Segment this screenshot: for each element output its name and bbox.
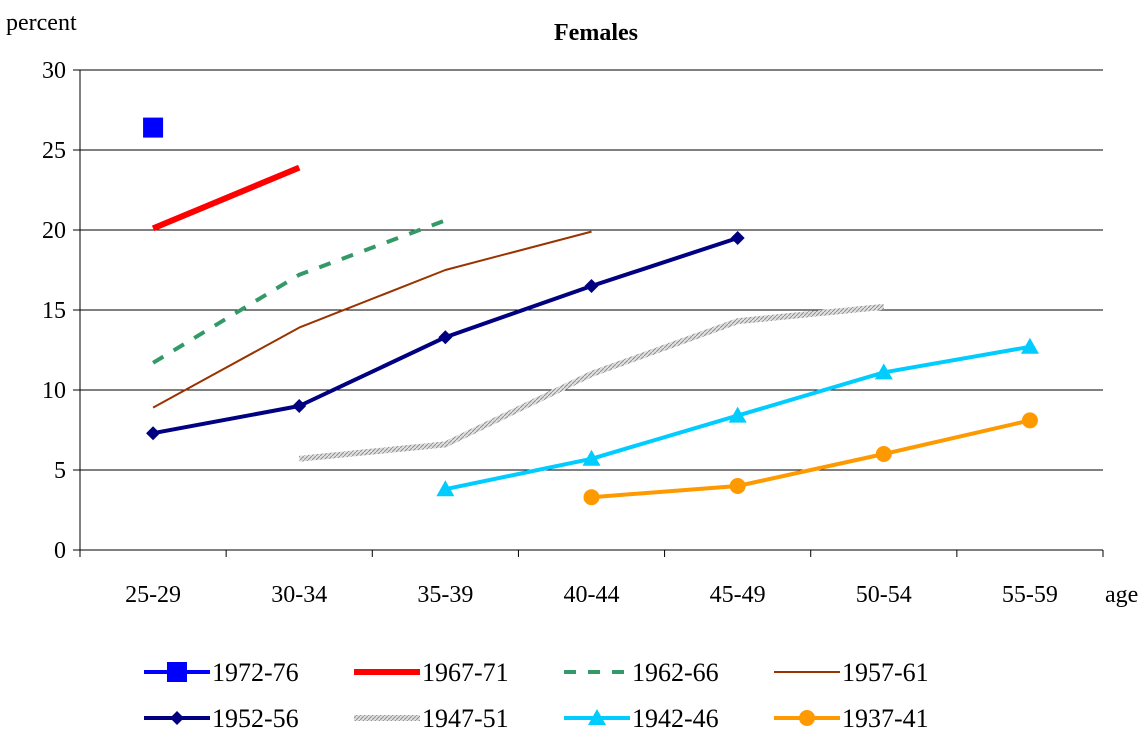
series-line bbox=[152, 218, 447, 365]
legend-label: 1957-61 bbox=[842, 658, 929, 687]
legend-label: 1937-41 bbox=[842, 704, 929, 733]
series-line bbox=[298, 303, 885, 462]
chart-title: Females bbox=[554, 20, 638, 46]
legend-entry: 1972-76 bbox=[144, 658, 299, 687]
legend-marker bbox=[799, 710, 815, 726]
legend-entry: 1952-56 bbox=[144, 704, 299, 733]
y-tick-label: 25 bbox=[42, 138, 66, 164]
legend-marker bbox=[170, 711, 184, 725]
legend-label: 1972-76 bbox=[212, 658, 299, 687]
series-line bbox=[591, 418, 1031, 500]
series-1937-41 bbox=[583, 412, 1038, 506]
legend-entry: 1937-41 bbox=[774, 704, 929, 733]
series-line bbox=[151, 164, 301, 232]
legend-entry: 1962-66 bbox=[564, 658, 719, 687]
y-tick-label: 30 bbox=[42, 58, 66, 84]
y-tick-label: 20 bbox=[42, 218, 66, 244]
data-point bbox=[1020, 337, 1039, 354]
gridlines bbox=[80, 69, 1103, 471]
series-1967-71 bbox=[151, 164, 301, 232]
x-tick-label: 40-44 bbox=[564, 582, 620, 608]
legend-entry: 1967-71 bbox=[354, 658, 509, 687]
legend: 1972-76 1967-71 1962-66 1957-61 1952-56 1947-… bbox=[144, 658, 929, 733]
y-tick-labels: 0 5 10 15 20 25 30 bbox=[42, 58, 66, 564]
data-point bbox=[729, 478, 746, 494]
x-tick-label: 25-29 bbox=[125, 582, 181, 608]
x-tick-label: 50-54 bbox=[856, 582, 912, 608]
y-tick-label: 10 bbox=[42, 378, 66, 404]
x-tick-label: 35-39 bbox=[417, 582, 473, 608]
data-point bbox=[584, 279, 599, 293]
legend-label: 1942-46 bbox=[632, 704, 719, 733]
data-point bbox=[728, 406, 747, 423]
legend-label: 1952-56 bbox=[212, 704, 299, 733]
series-1947-51 bbox=[298, 303, 885, 462]
x-tick-label: 55-59 bbox=[1002, 582, 1058, 608]
legend-label: 1947-51 bbox=[422, 704, 509, 733]
axes bbox=[73, 69, 1104, 557]
legend-entry: 1957-61 bbox=[774, 658, 929, 687]
legend-marker bbox=[167, 662, 187, 682]
x-axis-label: age bbox=[1105, 582, 1138, 608]
data-point bbox=[436, 480, 455, 497]
x-tick-label: 30-34 bbox=[271, 582, 327, 608]
data-point bbox=[146, 426, 161, 441]
series-1962-66 bbox=[152, 218, 447, 365]
series-1957-61 bbox=[152, 230, 592, 409]
x-tick-label: 45-49 bbox=[710, 582, 766, 608]
series-line bbox=[152, 230, 592, 409]
y-tick-label: 5 bbox=[54, 458, 66, 484]
data-point bbox=[730, 231, 745, 245]
legend-marker bbox=[588, 709, 606, 725]
y-tick-label: 0 bbox=[54, 538, 66, 564]
data-point bbox=[875, 446, 892, 462]
y-tick-label: 15 bbox=[42, 298, 66, 324]
legend-label: 1967-71 bbox=[422, 658, 509, 687]
data-point bbox=[1021, 412, 1038, 429]
series-lines bbox=[143, 117, 1039, 506]
data-point bbox=[292, 399, 307, 413]
legend-entry: 1942-46 bbox=[564, 704, 719, 733]
data-point bbox=[582, 449, 601, 466]
data-point bbox=[583, 489, 600, 506]
data-point bbox=[143, 117, 164, 138]
series-1972-76 bbox=[143, 117, 164, 138]
series-1952-56 bbox=[146, 231, 745, 441]
data-point bbox=[438, 330, 453, 345]
legend-entry: 1947-51 bbox=[354, 704, 509, 733]
data-point bbox=[874, 363, 893, 380]
x-tick-labels: 25-29 30-34 35-39 40-44 45-49 50-54 55-59 bbox=[125, 582, 1058, 608]
series-1942-46 bbox=[436, 337, 1039, 497]
y-axis-label: percent bbox=[6, 10, 77, 36]
legend-label: 1962-66 bbox=[632, 658, 719, 687]
